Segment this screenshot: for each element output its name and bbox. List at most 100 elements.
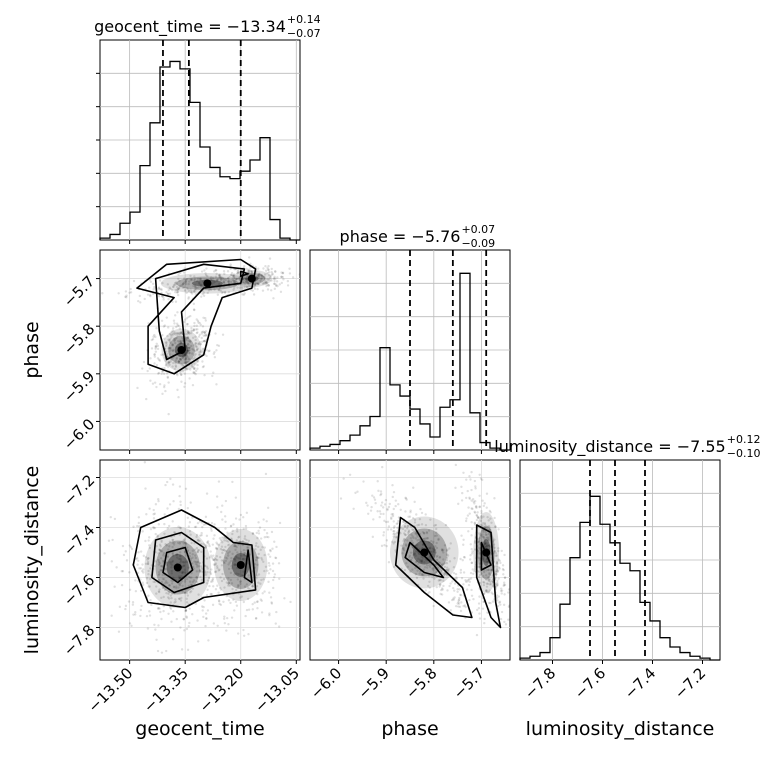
sample-point	[495, 562, 499, 565]
sample-point	[179, 526, 182, 529]
sample-point	[479, 519, 483, 523]
sample-point	[415, 576, 419, 580]
sample-point	[209, 572, 213, 576]
sample-point	[191, 516, 194, 519]
sample-point	[488, 526, 491, 529]
sample-point	[480, 509, 483, 513]
sample-point	[205, 617, 208, 621]
sample-point	[377, 489, 380, 493]
sample-point	[470, 561, 474, 565]
sample-point	[435, 558, 439, 562]
sample-point	[201, 347, 205, 350]
sample-point	[482, 581, 486, 584]
sample-point	[154, 503, 158, 506]
sample-point	[437, 561, 440, 564]
sample-point	[435, 572, 438, 575]
sample-point	[235, 539, 239, 542]
sample-point	[257, 274, 260, 278]
sample-point	[507, 605, 510, 609]
sample-point	[218, 273, 221, 277]
sample-point	[187, 356, 190, 359]
sample-point	[190, 572, 193, 575]
sample-point	[244, 558, 247, 561]
sample-point	[134, 579, 137, 582]
sample-point	[185, 354, 189, 357]
sample-point	[184, 362, 188, 365]
sample-point	[491, 592, 494, 596]
sample-point	[260, 611, 264, 614]
sample-point	[426, 584, 430, 588]
sample-point	[434, 551, 438, 554]
sample-point	[477, 606, 481, 610]
sample-point	[169, 341, 172, 344]
sample-point	[497, 566, 500, 569]
sample-point	[485, 589, 488, 592]
sample-point	[186, 323, 189, 326]
sample-point	[157, 590, 161, 593]
sample-point	[183, 578, 187, 581]
sample-point	[405, 544, 408, 547]
sample-point	[178, 576, 181, 580]
sample-point	[462, 583, 465, 586]
hist-panel-phase: phase = −5.76 +0.07−0.09	[309, 223, 511, 454]
sample-point	[407, 530, 411, 533]
sample-point	[157, 578, 161, 582]
sample-point	[485, 533, 488, 537]
sample-point	[232, 598, 235, 601]
sample-point	[190, 278, 193, 282]
sample-point	[420, 560, 423, 563]
sample-point	[160, 580, 164, 584]
scatter-panel-geocent_time-luminosity_distance: −7.8−7.6−7.4−7.2	[60, 459, 301, 664]
sample-point	[236, 578, 240, 581]
sample-point	[179, 554, 182, 557]
sample-point	[215, 349, 218, 352]
sample-point	[194, 285, 197, 289]
sample-point	[193, 290, 196, 293]
sample-point	[165, 362, 168, 365]
sample-point	[437, 538, 440, 542]
sample-point	[182, 617, 185, 621]
sample-point	[497, 549, 500, 553]
sample-point	[129, 287, 132, 291]
sample-point	[187, 343, 190, 346]
sample-point	[138, 525, 141, 528]
sample-point	[207, 540, 210, 543]
sample-point	[151, 382, 155, 385]
sample-point	[128, 291, 131, 294]
sample-point	[228, 543, 231, 546]
sample-point	[242, 548, 246, 552]
sample-point	[257, 276, 260, 280]
sample-point	[406, 525, 409, 528]
sample-point	[225, 539, 228, 543]
sample-point	[485, 585, 489, 588]
sample-point	[161, 334, 164, 337]
sample-point	[489, 545, 492, 549]
sample-point	[500, 587, 503, 590]
sample-point	[444, 523, 448, 527]
sample-point	[175, 345, 178, 349]
sample-point	[145, 397, 148, 401]
sample-point	[210, 521, 214, 525]
sample-point	[473, 569, 476, 573]
sample-point	[195, 331, 198, 335]
sample-point	[175, 281, 178, 284]
sample-point	[473, 567, 477, 571]
sample-point	[441, 588, 444, 591]
sample-point	[279, 290, 283, 294]
sample-point	[259, 277, 263, 281]
sample-point	[205, 582, 209, 585]
sample-point	[478, 494, 481, 497]
sample-point	[267, 535, 270, 539]
sample-point	[186, 336, 190, 339]
sample-point	[140, 569, 144, 573]
sample-point	[198, 281, 201, 284]
sample-point	[210, 568, 213, 571]
sample-point	[342, 477, 345, 480]
histogram-geocent_time	[99, 60, 300, 241]
sample-point	[414, 566, 417, 570]
sample-point	[192, 328, 195, 332]
sample-point	[494, 554, 498, 558]
sample-point	[231, 480, 234, 484]
sample-point	[188, 280, 191, 283]
sample-point	[229, 571, 233, 575]
